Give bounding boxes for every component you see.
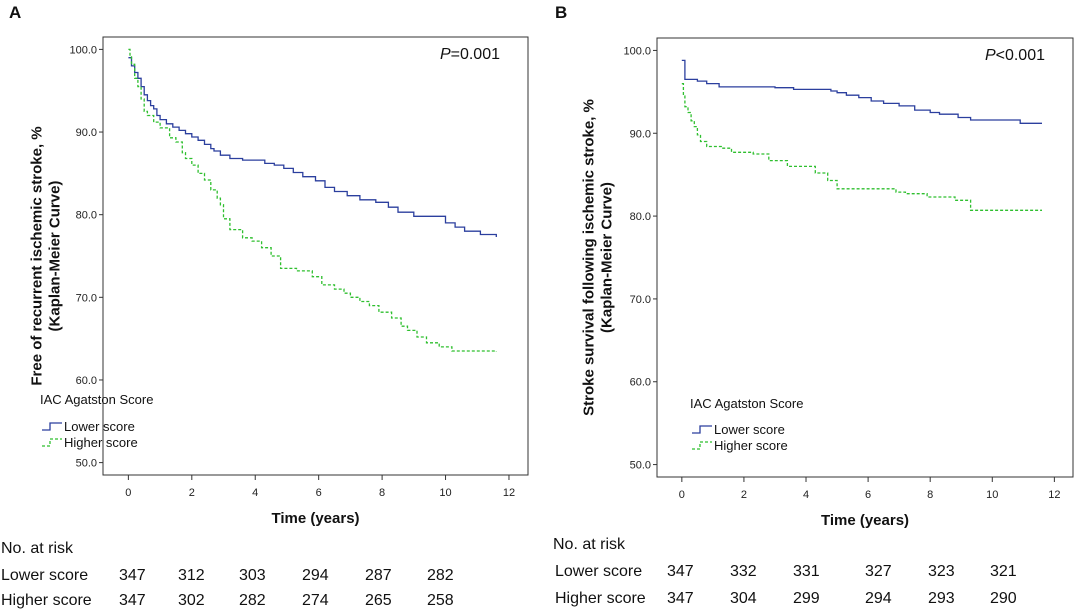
- x-tick-label: 4: [803, 489, 809, 501]
- panel-label-b: B: [555, 3, 568, 22]
- at-risk-count: 347: [119, 567, 146, 584]
- at-risk-count: 347: [667, 563, 694, 580]
- legend-label-higher: Higher score: [64, 435, 138, 450]
- legend-swatch-lower: [42, 422, 62, 431]
- p-value: P=0.001: [440, 46, 500, 63]
- y-tick-label: 70.0: [630, 294, 651, 306]
- at-risk-count: 332: [730, 563, 757, 580]
- at-risk-count: 347: [667, 590, 694, 607]
- plot-frame: [656, 37, 1074, 478]
- at-risk-row-name: Lower score: [1, 567, 89, 584]
- x-tick-label: 0: [679, 489, 685, 501]
- y-tick-label: 100.0: [69, 44, 97, 56]
- legend-label-higher: Higher score: [714, 438, 788, 453]
- legend-swatch-higher: [42, 438, 62, 447]
- y-tick-label: 70.0: [76, 292, 97, 304]
- at-risk-count: 304: [730, 590, 757, 607]
- km-chart-b: 50.0 60.0 70.0 80.0 90.0 100.0 0 2 4 6 8 10 12 Time (…: [581, 37, 1074, 529]
- p-value-number: <0.001: [996, 47, 1045, 64]
- at-risk-count: 299: [793, 590, 820, 607]
- legend-label-lower: Lower score: [714, 422, 785, 437]
- y-tick-label: 90.0: [630, 128, 651, 140]
- y-axis-title-line: Free of recurrent ischemic stroke, %: [29, 126, 46, 385]
- at-risk-row-name: Lower score: [555, 563, 643, 580]
- y-axis-title-line: (Kaplan-Meier Curve): [47, 181, 64, 332]
- at-risk-row-lower-b: Lower score 347 332 331 327 323 321: [555, 563, 1075, 583]
- p-value-symbol: P: [440, 46, 451, 63]
- legend-title: IAC Agatston Score: [690, 396, 803, 411]
- x-tick-label: 10: [439, 487, 451, 499]
- y-tick-label: 80.0: [76, 210, 97, 222]
- x-tick-label: 6: [316, 487, 322, 499]
- at-risk-row-higher-b: Higher score 347 304 299 294 293 290: [555, 590, 1075, 610]
- at-risk-count: 327: [865, 563, 892, 580]
- at-risk-count: 321: [990, 563, 1017, 580]
- km-curve-lower-score: [681, 59, 1042, 124]
- at-risk-count: 303: [239, 567, 266, 584]
- km-curve-lower-score: [128, 57, 497, 237]
- at-risk-count: 287: [365, 567, 392, 584]
- y-tick-label: 50.0: [76, 458, 97, 470]
- at-risk-count: 290: [990, 590, 1017, 607]
- at-risk-count: 282: [427, 567, 454, 584]
- at-risk-count: 331: [793, 563, 820, 580]
- x-tick-label: 8: [379, 487, 385, 499]
- x-tick-label: 4: [252, 487, 258, 499]
- legend-label-lower: Lower score: [64, 419, 135, 434]
- at-risk-row-lower-a: Lower score 347 312 303 294 287 282: [1, 567, 521, 587]
- x-tick-label: 2: [189, 487, 195, 499]
- at-risk-title-b: No. at risk: [553, 536, 626, 553]
- p-value: P<0.001: [985, 47, 1045, 64]
- x-tick-label: 8: [927, 489, 933, 501]
- at-risk-row-name: Higher score: [1, 592, 92, 609]
- legend-swatch-higher: [692, 441, 712, 450]
- x-tick-label: 10: [986, 489, 998, 501]
- legend-title: IAC Agatston Score: [40, 392, 153, 407]
- at-risk-row-name: Higher score: [555, 590, 646, 607]
- x-tick-label: 2: [741, 489, 747, 501]
- at-risk-count: 312: [178, 567, 205, 584]
- at-risk-count: 265: [365, 592, 392, 609]
- p-value-number: =0.001: [451, 46, 500, 63]
- y-axis-title-line: Stroke survival following ischemic strok…: [581, 99, 598, 416]
- y-axis-title: Free of recurrent ischemic stroke, %(Kap…: [29, 126, 64, 385]
- y-tick-label: 60.0: [76, 375, 97, 387]
- y-axis-title-line: (Kaplan-Meier Curve): [599, 182, 616, 333]
- at-risk-title-a: No. at risk: [1, 540, 74, 557]
- panel-label-a: A: [9, 3, 22, 22]
- at-risk-row-higher-a: Higher score 347 302 282 274 265 258: [1, 592, 521, 612]
- x-axis-title: Time (years): [271, 510, 359, 527]
- at-risk-count: 323: [928, 563, 955, 580]
- km-curve-higher-score: [681, 82, 1042, 211]
- at-risk-count: 293: [928, 590, 955, 607]
- y-tick-label: 100.0: [623, 45, 651, 57]
- at-risk-count: 302: [178, 592, 205, 609]
- y-tick-label: 60.0: [630, 377, 651, 389]
- at-risk-count: 258: [427, 592, 454, 609]
- x-tick-label: 12: [1048, 489, 1060, 501]
- km-chart-a: 50.0 60.0 70.0 80.0 90.0 100.0 0 2 4 6 8 10 12 Time (…: [29, 36, 529, 527]
- legend-swatch-lower: [692, 425, 712, 434]
- x-tick-label: 6: [865, 489, 871, 501]
- at-risk-count: 347: [119, 592, 146, 609]
- plot-frame: [102, 36, 529, 476]
- at-risk-count: 294: [302, 567, 329, 584]
- y-tick-label: 50.0: [630, 460, 651, 472]
- x-tick-label: 12: [503, 487, 515, 499]
- y-tick-label: 90.0: [76, 127, 97, 139]
- km-curve-higher-score: [128, 48, 497, 352]
- y-tick-label: 80.0: [630, 211, 651, 223]
- y-axis-title: Stroke survival following ischemic strok…: [581, 99, 616, 416]
- at-risk-count: 282: [239, 592, 266, 609]
- x-tick-label: 0: [125, 487, 131, 499]
- at-risk-count: 294: [865, 590, 892, 607]
- x-axis-title: Time (years): [821, 512, 909, 529]
- p-value-symbol: P: [985, 47, 996, 64]
- at-risk-count: 274: [302, 592, 329, 609]
